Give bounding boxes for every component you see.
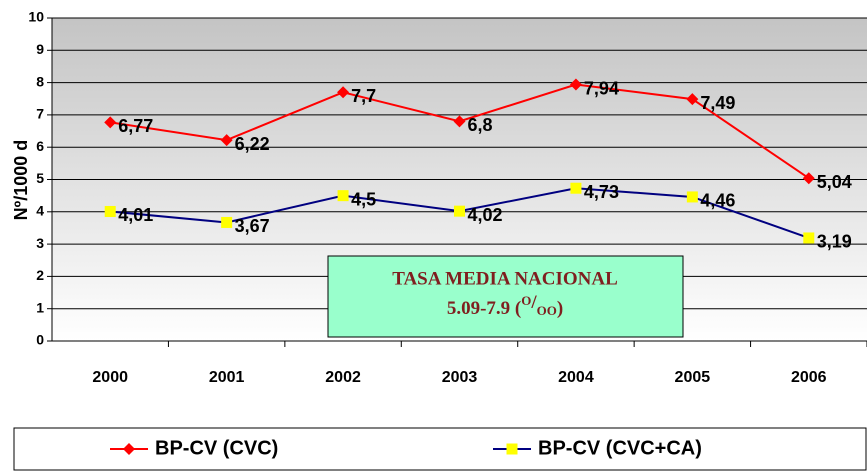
legend-label: BP-CV (CVC): [155, 437, 278, 459]
y-tick-label: 0: [36, 332, 44, 348]
marker: [570, 182, 582, 194]
marker: [803, 232, 815, 244]
annotation: TASA MEDIA NACIONAL 5.09-7.9 (O/OO): [327, 255, 684, 338]
marker: [337, 86, 350, 99]
marker: [104, 205, 116, 217]
x-tick-label: 2000: [92, 369, 128, 386]
marker: [337, 190, 349, 202]
annotation-box: [327, 255, 684, 338]
range-close: ): [557, 298, 563, 319]
data-label: 4,73: [584, 182, 619, 202]
y-tick-label: 4: [36, 203, 44, 219]
annotation-title: TASA MEDIA NACIONAL: [392, 268, 618, 289]
marker: [123, 443, 135, 455]
y-tick-label: 6: [36, 138, 44, 154]
annotation-range: 5.09-7.9 (O/OO): [447, 292, 563, 319]
range-sub: OO: [537, 303, 557, 318]
range-sup: O: [521, 293, 531, 308]
x-tick-label: 2003: [442, 369, 478, 386]
y-tick-label: 1: [36, 299, 44, 315]
data-label: 7,7: [351, 86, 376, 106]
data-label: 4,01: [118, 205, 153, 225]
y-tick-label: 7: [36, 106, 44, 122]
marker: [453, 115, 466, 128]
data-label: 3,67: [235, 216, 270, 236]
x-tick-label: 2001: [209, 369, 245, 386]
marker: [686, 93, 699, 106]
data-label: 4,46: [700, 191, 735, 211]
y-tick-label: 2: [36, 267, 44, 283]
legend-label: BP-CV (CVC+CA): [538, 437, 702, 459]
marker: [220, 134, 233, 147]
marker: [104, 116, 117, 129]
x-tick-label: 2006: [791, 369, 827, 386]
data-label: 3,19: [817, 232, 852, 252]
y-tick-label: 8: [36, 73, 44, 89]
data-label: 6,22: [235, 134, 270, 154]
x-tick-label: 2005: [675, 369, 711, 386]
range-text: 5.09-7.9 (: [447, 298, 521, 319]
marker: [686, 191, 698, 203]
data-label: 7,49: [700, 93, 735, 113]
data-label: 4,5: [351, 189, 376, 209]
marker: [569, 78, 582, 91]
y-axis-label: Nº/1000 d: [11, 140, 31, 221]
data-label: 7,94: [584, 78, 619, 98]
marker: [506, 443, 518, 455]
marker: [454, 205, 465, 217]
data-label: 6,8: [468, 115, 493, 135]
marker: [802, 172, 815, 185]
legend-box: [13, 427, 867, 471]
data-label: 4,02: [468, 205, 503, 225]
y-tick-label: 3: [36, 235, 44, 251]
data-label: 6,77: [118, 116, 153, 136]
x-tick-label: 2004: [558, 369, 594, 386]
y-tick-label: 10: [28, 9, 44, 25]
y-tick-label: 5: [36, 170, 44, 186]
y-tick-label: 9: [36, 41, 44, 57]
data-label: 5,04: [817, 172, 852, 192]
x-tick-label: 2002: [325, 369, 361, 386]
marker: [221, 216, 233, 228]
range-slash: /: [530, 292, 537, 313]
